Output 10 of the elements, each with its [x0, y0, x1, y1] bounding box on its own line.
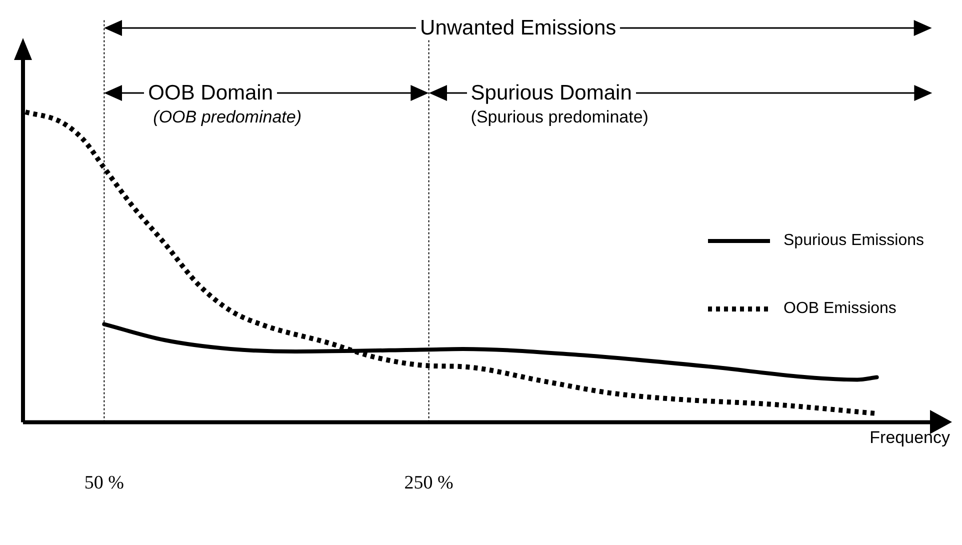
legend-label: Spurious Emissions	[784, 232, 924, 250]
x-tick-label: 250 %	[404, 472, 454, 494]
text: Unwanted Emissions	[416, 16, 620, 40]
legend-label: OOB Emissions	[784, 300, 896, 318]
annotation: (OOB predominate)	[152, 108, 302, 128]
annotation: (Spurious predominate)	[470, 108, 650, 128]
x-tick-label: 50 %	[84, 472, 124, 494]
text: OOB Domain	[144, 81, 278, 105]
x-axis-title: Frequency	[870, 428, 950, 447]
text: Spurious Domain	[466, 81, 636, 105]
